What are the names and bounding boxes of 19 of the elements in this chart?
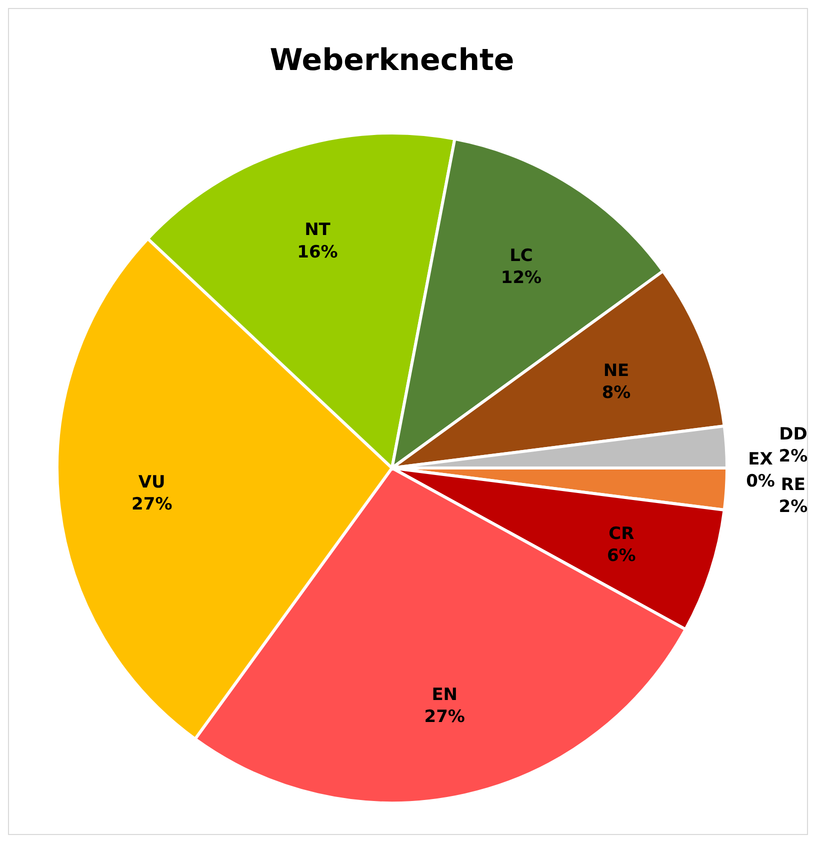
slice-label: LC [510,246,533,266]
slice-label: RE [780,474,806,495]
text: 0% [746,472,775,492]
data-label: 2% [778,496,808,517]
data-label: 27% [424,707,465,728]
data-label: 12% [500,268,542,288]
slice-label: VU [138,472,166,492]
slice-label: NT [304,220,331,240]
data-label: 6% [606,546,636,566]
slice-label: NE [603,360,630,381]
data-label: 16% [297,242,338,262]
slice-label: EN [432,684,458,705]
data-label: 27% [132,494,172,514]
category-label: EX [748,450,773,470]
data-label: 2% [778,446,808,466]
chart-title: Weberknechte [270,43,514,78]
data-label: 8% [602,382,631,403]
slice-label: CR [608,524,634,544]
slice-label: DD [779,424,808,444]
